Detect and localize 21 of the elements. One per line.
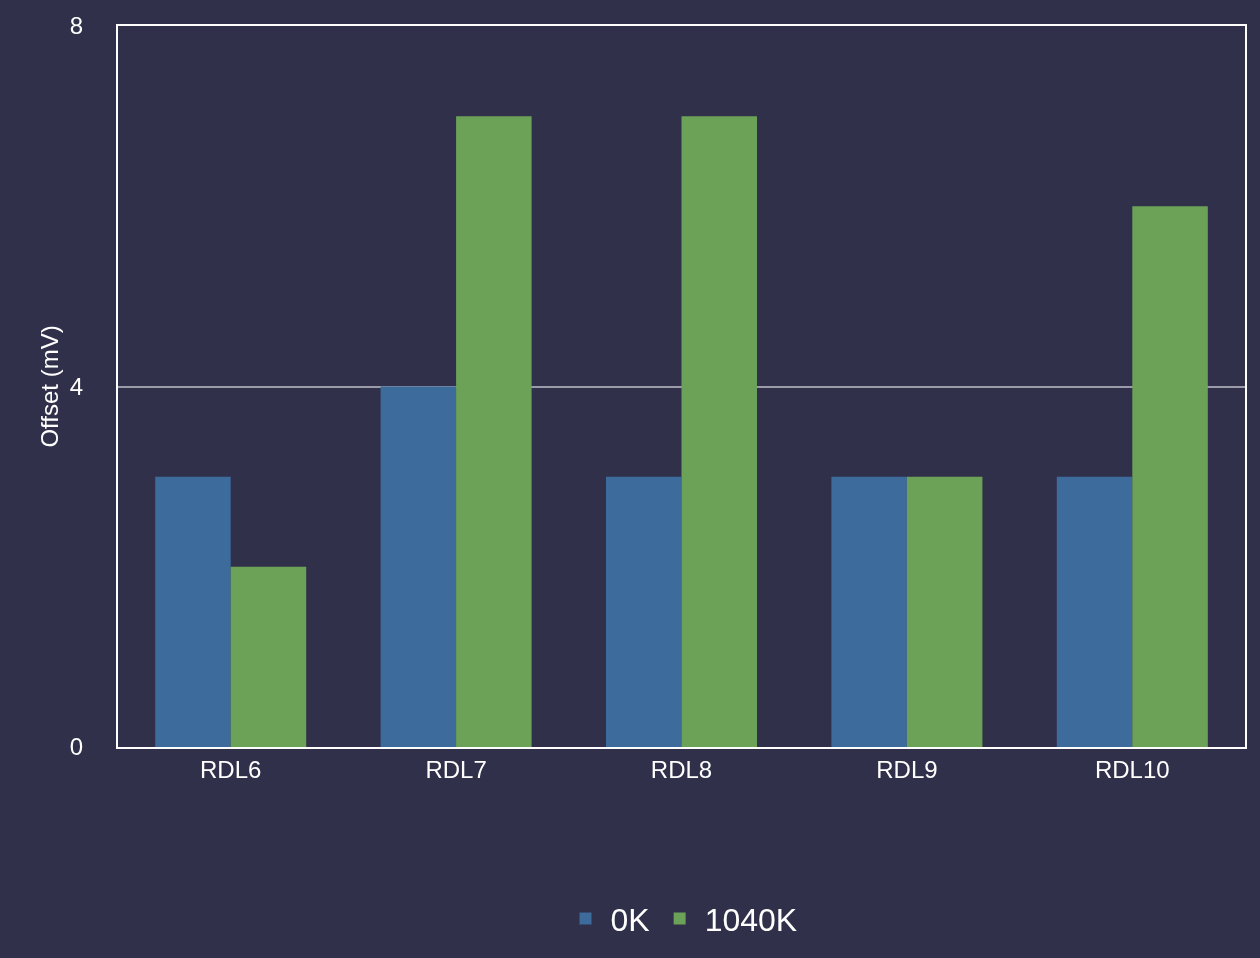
bar — [456, 116, 532, 747]
x-tick-label: RDL7 — [425, 755, 487, 783]
bar — [681, 116, 758, 747]
bar — [230, 566, 307, 747]
x-tick-label: RDL6 — [200, 755, 262, 783]
x-tick-label: RDL9 — [876, 755, 938, 783]
y-tick-label: 0 — [69, 733, 84, 761]
y-tick-label: 4 — [69, 372, 84, 400]
x-tick-label: RDL10 — [1094, 755, 1170, 783]
legend-label: 1040K — [704, 901, 798, 938]
bar — [831, 476, 907, 747]
y-axis-title: Offset (mV) — [36, 325, 64, 448]
x-tick-label: RDL8 — [650, 755, 713, 783]
bar — [155, 476, 231, 747]
bar — [380, 386, 457, 747]
bar — [1056, 476, 1133, 747]
y-tick-label: 8 — [69, 12, 84, 40]
bar — [906, 476, 983, 747]
legend-label: 0K — [610, 901, 650, 938]
bar — [1132, 206, 1208, 747]
bar — [605, 476, 682, 747]
